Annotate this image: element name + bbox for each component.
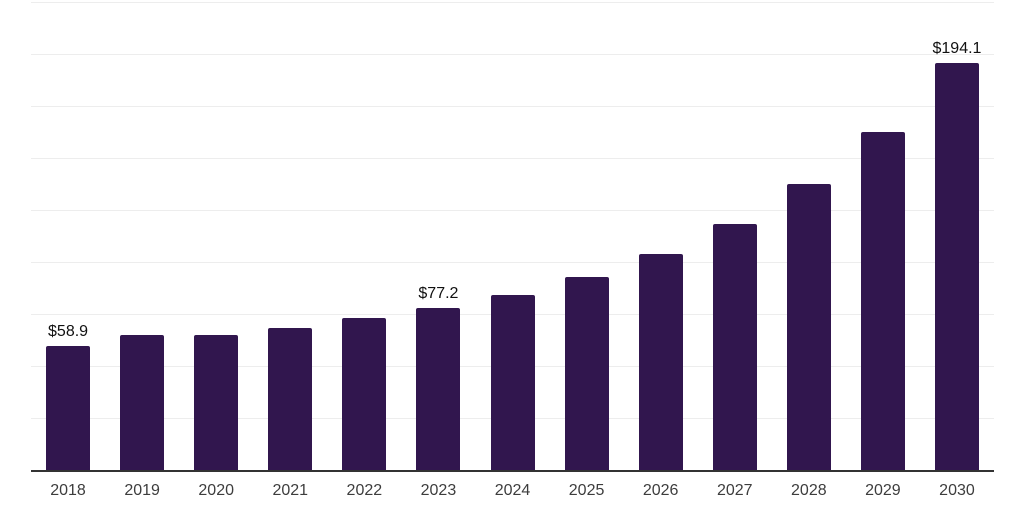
x-tick-label-2025: 2025 bbox=[568, 482, 605, 499]
x-tick-label-2019: 2019 bbox=[124, 482, 160, 499]
x-tick-label-2023: 2023 bbox=[420, 482, 457, 499]
x-tick-label-2027: 2027 bbox=[716, 482, 753, 499]
x-tick-label-2026: 2026 bbox=[642, 482, 679, 499]
bar-slot-2022 bbox=[327, 2, 401, 470]
bar-2027[interactable] bbox=[712, 224, 757, 470]
bar-2029[interactable] bbox=[860, 131, 905, 470]
bars-layer: $58.9 $77.2 $194.1 bbox=[31, 2, 994, 470]
bar-slot-2030: $194.1 bbox=[920, 2, 994, 470]
bar-slot-2025 bbox=[550, 2, 624, 470]
x-tick-label-2028: 2028 bbox=[791, 482, 827, 499]
bar-slot-2024 bbox=[475, 2, 549, 470]
bar-slot-2018: $58.9 bbox=[31, 2, 105, 470]
x-axis-labels: 2018 2019 2020 2021 2022 2023 2024 2025 2026 2027… bbox=[31, 481, 994, 501]
bar-slot-2021 bbox=[253, 2, 327, 470]
bar-slot-2029 bbox=[846, 2, 920, 470]
bar-2025[interactable] bbox=[564, 277, 609, 470]
x-tick-label-2030: 2030 bbox=[939, 482, 975, 499]
bar-2021[interactable] bbox=[268, 327, 313, 470]
bar-slot-2026 bbox=[624, 2, 698, 470]
x-axis-line bbox=[31, 470, 994, 472]
x-tick-label-2029: 2029 bbox=[865, 482, 901, 499]
bar-2028[interactable] bbox=[786, 184, 831, 470]
bar-value-label-2030: $194.1 bbox=[932, 39, 982, 57]
x-tick-label-2020: 2020 bbox=[198, 482, 234, 499]
bar-2030[interactable] bbox=[934, 62, 979, 470]
bar-2019[interactable] bbox=[120, 334, 165, 470]
bar-2026[interactable] bbox=[638, 253, 683, 470]
plot-area: $58.9 $77.2 $194.1 bbox=[31, 2, 994, 472]
bar-value-label-2023: $77.2 bbox=[418, 284, 459, 302]
bar-2024[interactable] bbox=[490, 294, 535, 470]
bar-slot-2023: $77.2 bbox=[401, 2, 475, 470]
bar-2023[interactable] bbox=[416, 307, 461, 470]
bar-slot-2027 bbox=[698, 2, 772, 470]
bar-2020[interactable] bbox=[194, 335, 239, 470]
bar-slot-2020 bbox=[179, 2, 253, 470]
bar-2022[interactable] bbox=[342, 318, 387, 470]
x-tick-label-2024: 2024 bbox=[494, 482, 531, 499]
x-tick-label-2021: 2021 bbox=[272, 482, 309, 499]
x-tick-label-2022: 2022 bbox=[346, 482, 383, 499]
bar-value-label-2018: $58.9 bbox=[48, 323, 89, 341]
bar-slot-2028 bbox=[772, 2, 846, 470]
bar-slot-2019 bbox=[105, 2, 179, 470]
bar-2018[interactable] bbox=[46, 346, 91, 470]
x-tick-label-2018: 2018 bbox=[50, 482, 86, 499]
